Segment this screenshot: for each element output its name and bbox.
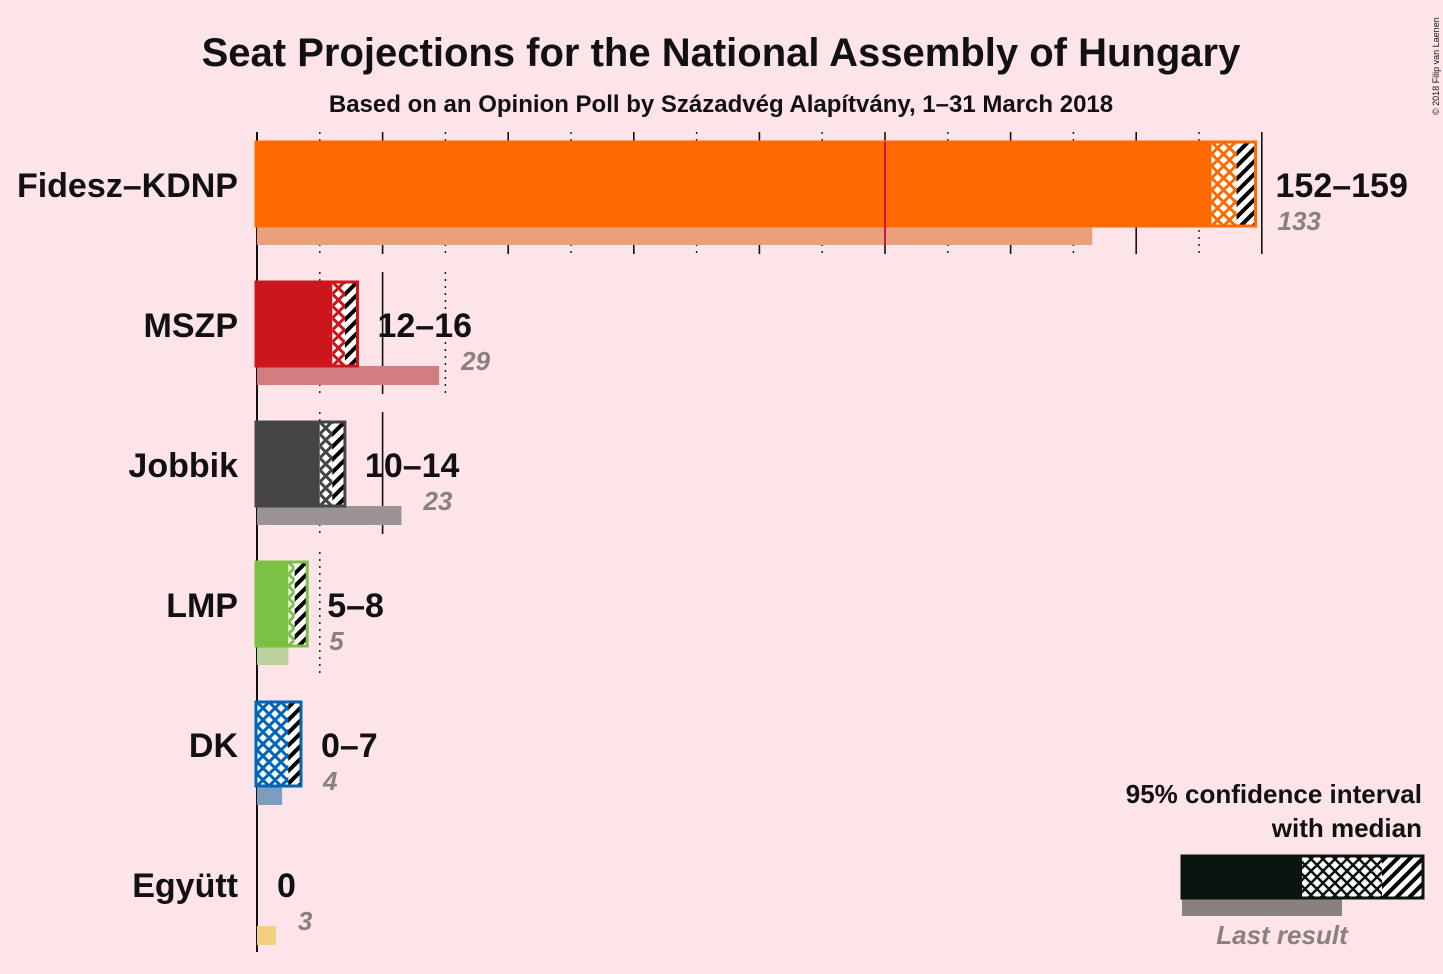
copyright-text: © 2018 Filip van Laenen xyxy=(1431,17,1441,115)
bar-solid xyxy=(257,282,333,366)
legend-last-result-label: Last result xyxy=(1216,920,1349,950)
bar-crosshatch-bg xyxy=(288,562,295,646)
bar-outline xyxy=(254,280,359,368)
bar-solid xyxy=(257,422,320,506)
range-label: 12–16 xyxy=(377,307,472,345)
last-result-bar xyxy=(257,226,1093,245)
last-result-label: 4 xyxy=(322,766,338,796)
legend-last-result-bar xyxy=(1182,898,1342,916)
legend-crosshatch xyxy=(1302,856,1382,898)
legend: 95% confidence interval with median Last… xyxy=(1126,779,1425,950)
bar-crosshatch xyxy=(257,702,289,786)
bar-solid xyxy=(257,142,1212,226)
bar-solid xyxy=(257,562,289,646)
party-label: DK xyxy=(189,727,239,765)
range-label: 0 xyxy=(277,867,296,905)
chart-title: Seat Projections for the National Assemb… xyxy=(202,31,1241,75)
last-result-label: 23 xyxy=(422,486,452,516)
bar-crosshatch xyxy=(1211,142,1237,226)
last-result-label: 133 xyxy=(1278,206,1322,236)
last-result-label: 5 xyxy=(329,626,344,656)
party-label: Jobbik xyxy=(128,447,238,485)
party-label: Együtt xyxy=(132,867,238,905)
party-label: LMP xyxy=(166,587,238,625)
legend-line2: with median xyxy=(1271,813,1422,843)
last-result-bar xyxy=(257,366,440,385)
legend-line1: 95% confidence interval xyxy=(1126,779,1422,809)
party-row: DK 0–74 xyxy=(189,700,378,805)
bar-hatch xyxy=(332,422,345,506)
legend-solid-bar xyxy=(1182,856,1302,898)
bar-outline xyxy=(254,420,347,508)
last-result-bar xyxy=(257,926,276,945)
legend-outline xyxy=(1180,854,1425,900)
range-label: 10–14 xyxy=(365,447,460,485)
bar-hatch xyxy=(344,282,358,366)
range-label: 152–159 xyxy=(1276,167,1408,205)
range-label: 0–7 xyxy=(321,727,378,765)
legend-hatch xyxy=(1382,856,1422,898)
chart-subtitle: Based on an Opinion Poll by Századvég Al… xyxy=(329,91,1113,118)
party-row: Együtt 03 xyxy=(132,867,313,945)
gridlines xyxy=(256,132,1263,952)
bar-outline xyxy=(254,560,309,648)
party-label: MSZP xyxy=(144,307,238,345)
last-result-label: 3 xyxy=(298,906,313,936)
bar-hatch xyxy=(1236,142,1256,226)
bar-hatch xyxy=(288,702,301,786)
party-row: LMP 5–85 xyxy=(166,560,384,665)
last-result-bar xyxy=(257,646,289,665)
range-label: 5–8 xyxy=(327,587,384,625)
last-result-label: 29 xyxy=(460,346,490,376)
bar-outline xyxy=(254,140,1258,228)
party-label: Fidesz–KDNP xyxy=(17,167,238,205)
last-result-bar xyxy=(257,786,283,805)
bar-hatch xyxy=(294,562,308,646)
last-result-bar xyxy=(257,506,402,525)
bar-outline xyxy=(254,700,303,788)
